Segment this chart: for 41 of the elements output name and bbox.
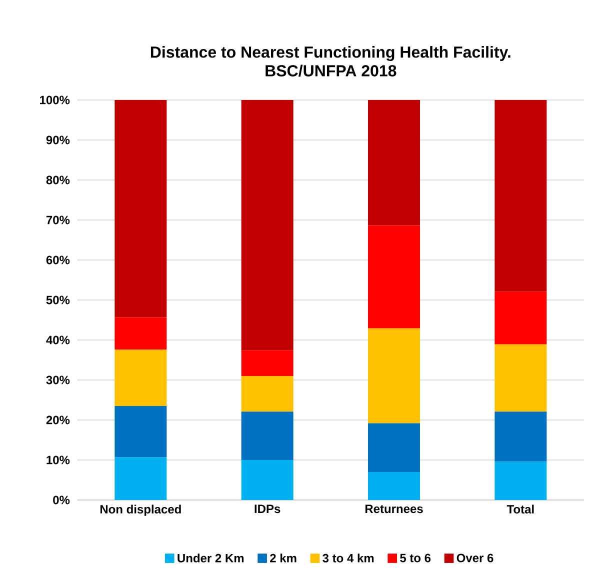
- legend-label: 2 km: [270, 554, 296, 562]
- x-tick-label: Returnees: [365, 504, 423, 514]
- bar: [368, 100, 420, 226]
- bar: [494, 344, 547, 412]
- legend-label: 3 to 4 km: [322, 554, 374, 562]
- x-tick-label: IDPs: [254, 504, 280, 514]
- bar: [241, 350, 294, 376]
- bar: [241, 412, 294, 460]
- bar: [494, 292, 547, 344]
- legend-label: Under 2 Km: [178, 554, 244, 562]
- y-tick-label: 30%: [46, 376, 70, 384]
- bar: [368, 472, 420, 500]
- y-tick-label: 60%: [46, 256, 70, 264]
- x-tick-label: Non displaced: [100, 504, 181, 516]
- y-tick-label: 50%: [46, 296, 70, 304]
- bar: [114, 350, 167, 406]
- y-tick-label: 40%: [46, 336, 70, 344]
- y-tick-label: 10%: [46, 456, 70, 464]
- bar: [494, 462, 547, 500]
- y-tick-label: 70%: [46, 216, 70, 224]
- bar: [494, 100, 547, 292]
- bar: [114, 406, 167, 458]
- y-tick-label: 90%: [46, 136, 70, 144]
- bar: [368, 423, 420, 472]
- bar: [241, 376, 294, 412]
- bar: [114, 100, 167, 318]
- bar: [114, 457, 167, 500]
- bar: [494, 412, 547, 462]
- y-tick-label: 0%: [53, 496, 70, 504]
- legend-label: Over 6: [456, 554, 494, 562]
- bar: [241, 460, 294, 500]
- bar: [114, 317, 167, 350]
- bar: [368, 225, 420, 328]
- y-tick-label: 100%: [40, 96, 70, 104]
- bar: [368, 328, 420, 424]
- y-tick-label: 20%: [46, 416, 70, 424]
- chart-title: Distance to Nearest Functioning Health Facility. BSC/UNFPA 2018: [150, 46, 510, 77]
- legend-label: 5 to 6: [400, 554, 431, 562]
- x-tick-label: Total: [506, 504, 534, 514]
- bar: [241, 100, 294, 350]
- y-tick-label: 80%: [46, 176, 70, 184]
